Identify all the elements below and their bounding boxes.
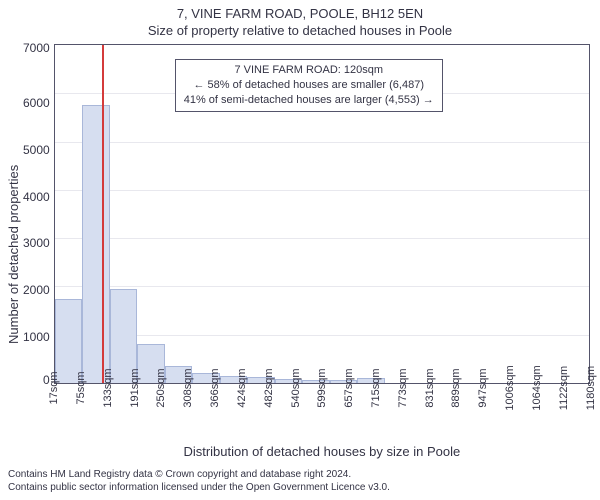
y-tick: 3000 [23,237,50,249]
y-tick: 7000 [23,42,50,54]
subtitle: Size of property relative to detached ho… [0,23,600,38]
y-tick: 4000 [23,191,50,203]
annotation-line1: 7 VINE FARM ROAD: 120sqm [184,63,434,78]
y-tick: 2000 [23,284,50,296]
y-axis-ticks: 70006000500040003000200010000 [23,44,54,384]
footer: Contains HM Land Registry data © Crown c… [0,464,600,500]
y-tick: 1000 [23,331,50,343]
annotation-line3: 41% of semi-detached houses are larger (… [184,93,434,108]
main-title: 7, VINE FARM ROAD, POOLE, BH12 5EN [0,6,600,21]
chart-row: Number of detached properties 7000 6000 50… [0,40,600,464]
y-tick: 5000 [23,144,50,156]
x-axis-ticks: 17sqm75sqm133sqm191sqm250sqm308sqm366sqm… [54,384,590,442]
footer-line2: Contains public sector information licen… [8,481,592,494]
property-marker-line [102,45,104,383]
chart-container: 7, VINE FARM ROAD, POOLE, BH12 5EN Size … [0,0,600,500]
x-axis-label: Distribution of detached houses by size … [54,442,590,463]
annotation-line2: ← 58% of detached houses are smaller (6,… [184,78,434,93]
plot-wrap: 7 VINE FARM ROAD: 120sqm ← 58% of detach… [54,44,590,464]
y-axis-label: Number of detached properties [4,44,23,464]
annotation-box: 7 VINE FARM ROAD: 120sqm ← 58% of detach… [175,59,443,112]
title-block: 7, VINE FARM ROAD, POOLE, BH12 5EN Size … [0,0,600,40]
plot-area: 7 VINE FARM ROAD: 120sqm ← 58% of detach… [54,44,590,384]
y-tick: 6000 [23,97,50,109]
footer-line1: Contains HM Land Registry data © Crown c… [8,468,592,481]
histogram-bar [82,105,110,383]
histogram-bar [55,299,83,384]
